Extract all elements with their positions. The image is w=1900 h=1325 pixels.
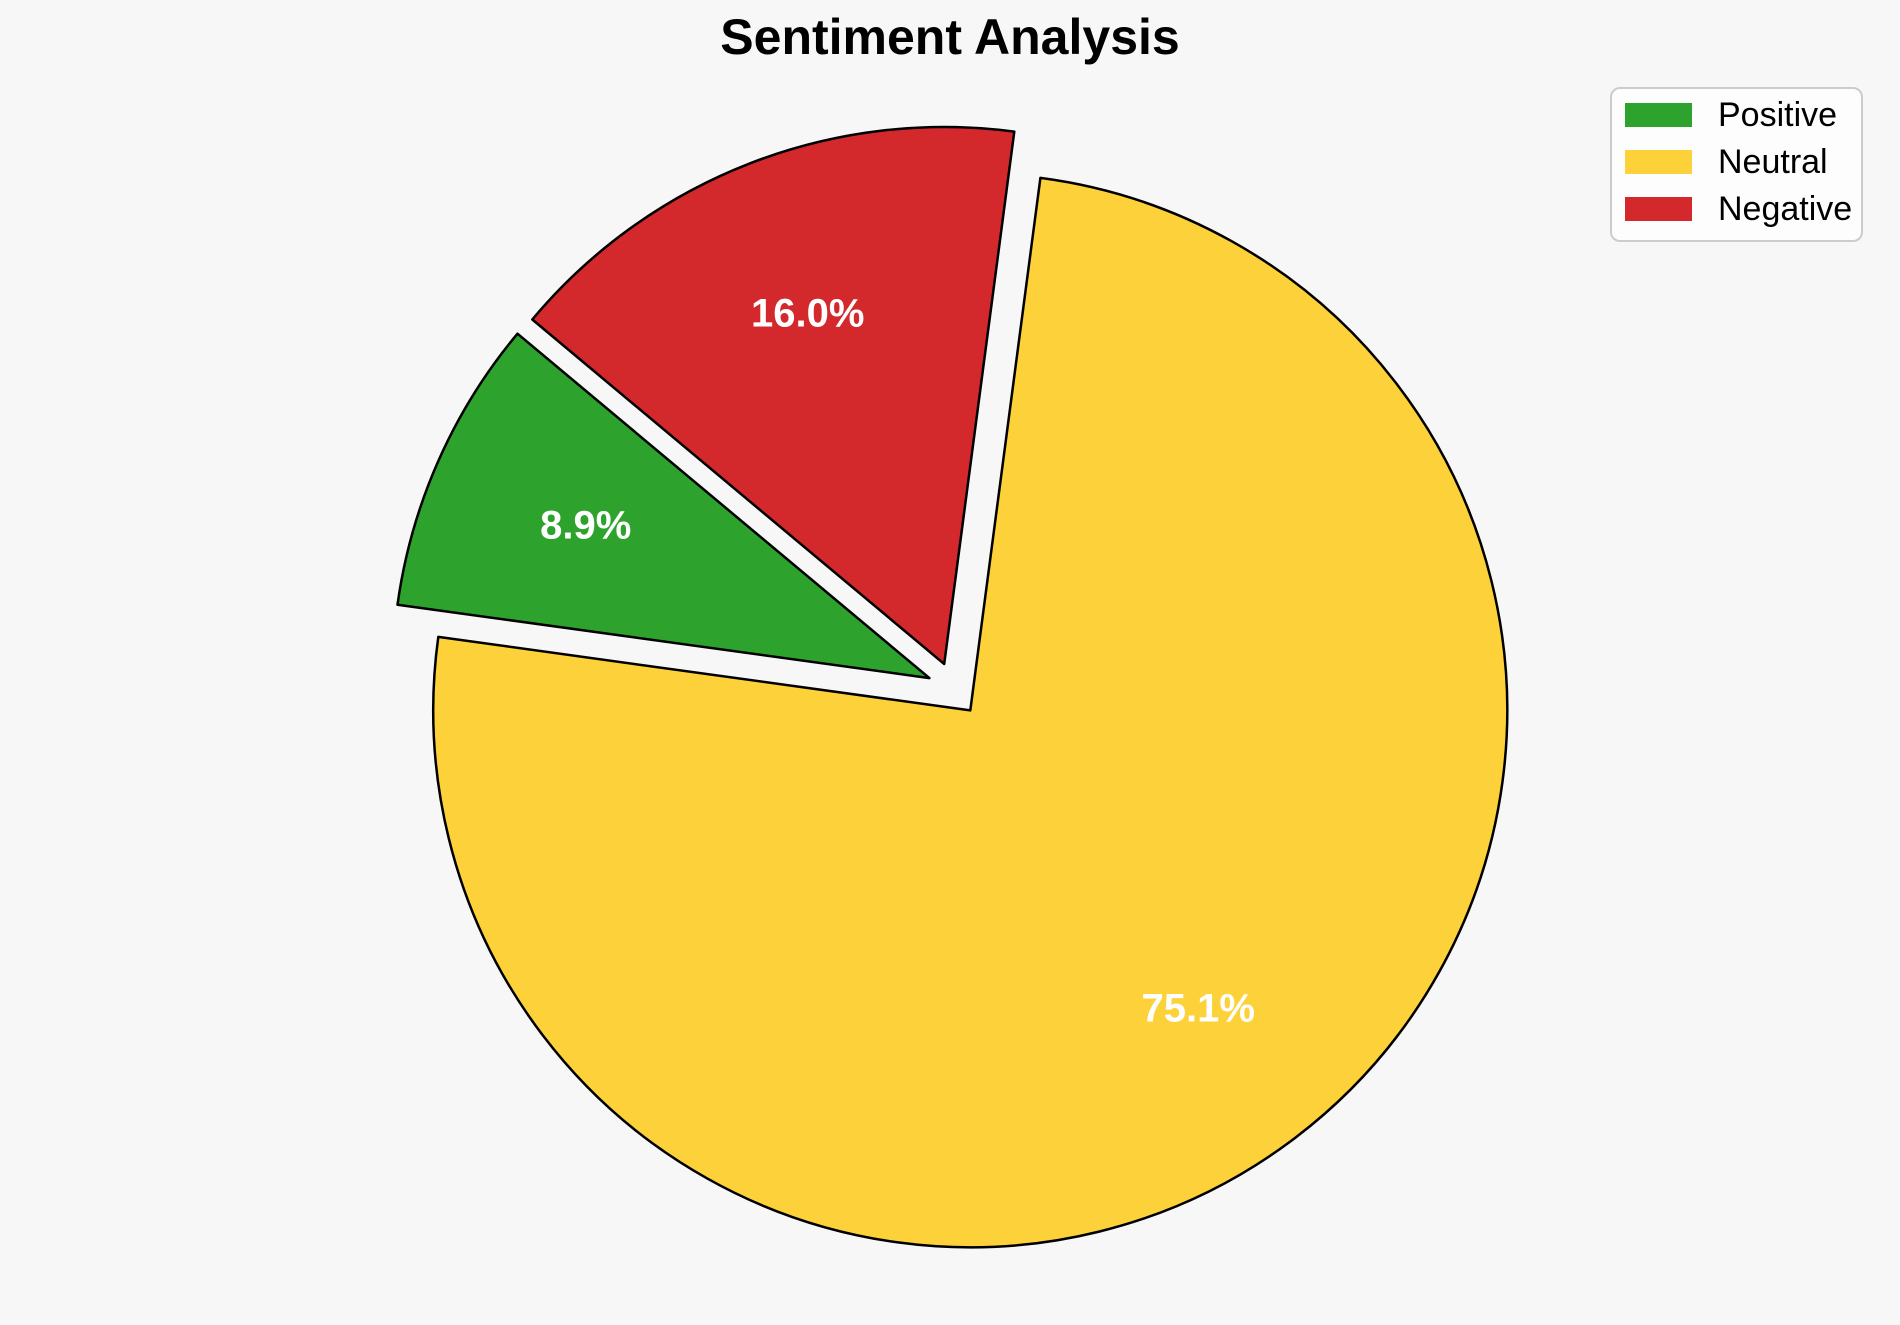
pie-wedge-negative bbox=[531, 125, 1016, 666]
pie-wedge-positive bbox=[396, 332, 931, 680]
legend-label-negative: Negative bbox=[1718, 190, 1853, 228]
pct-label-positive: 8.9% bbox=[540, 503, 632, 548]
pie-wedge-neutral bbox=[432, 176, 1509, 1249]
legend-label-positive: Positive bbox=[1718, 96, 1838, 134]
pct-label-negative: 16.0% bbox=[750, 291, 865, 336]
legend-item-positive: Positive bbox=[1625, 96, 1851, 134]
legend-item-negative: Negative bbox=[1625, 190, 1853, 228]
legend-swatch-positive-icon bbox=[1625, 103, 1692, 127]
legend-item-neutral: Neutral bbox=[1625, 143, 1851, 181]
pct-label-neutral: 75.1% bbox=[1141, 986, 1255, 1031]
legend-swatch-neutral-icon bbox=[1625, 150, 1692, 174]
legend-label-neutral: Neutral bbox=[1718, 143, 1828, 181]
chart-title: Sentiment Analysis bbox=[720, 9, 1180, 65]
legend-swatch-negative-icon bbox=[1625, 197, 1692, 221]
legend: Positive Neutral Negative bbox=[1610, 87, 1863, 242]
